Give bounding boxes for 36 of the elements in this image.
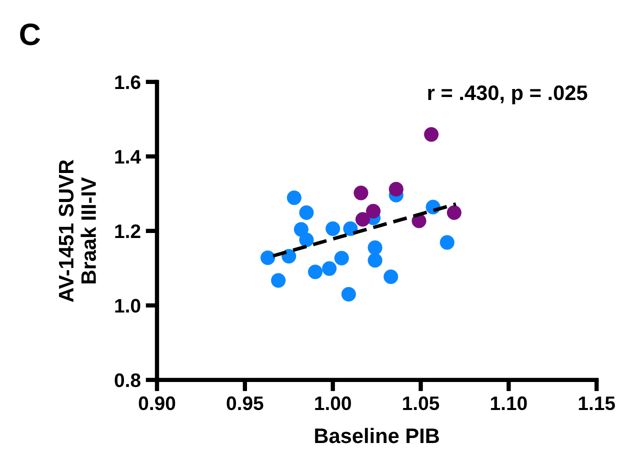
y-tick-label: 1.4	[115, 150, 141, 164]
point	[299, 232, 314, 248]
point	[343, 221, 358, 236]
point	[388, 182, 404, 196]
point	[368, 240, 382, 255]
y-tick-label: 1.0	[115, 298, 140, 313]
point	[260, 250, 276, 266]
point	[341, 286, 356, 302]
y-tick-label: 1.2	[115, 224, 140, 238]
x-tick-label: 1.15	[578, 396, 615, 410]
point	[384, 269, 398, 284]
point	[354, 186, 368, 200]
annotation: r = .430, p = .025	[428, 85, 588, 104]
x-tick-label: 1.10	[490, 396, 527, 410]
point	[440, 235, 454, 250]
point	[326, 221, 340, 236]
chart-title: C	[20, 24, 40, 46]
x-tick-label: 0.90	[138, 396, 176, 410]
point	[424, 127, 439, 142]
point	[366, 204, 381, 218]
point	[355, 212, 370, 227]
y-tick-label: 0.8	[114, 373, 140, 388]
point	[299, 205, 314, 220]
point	[308, 264, 323, 280]
x-axis-title: Baseline PIB	[315, 428, 439, 444]
point	[368, 253, 382, 268]
y-tick-label: 1.6	[115, 75, 140, 90]
point	[322, 261, 337, 276]
x-tick-label: 1.05	[403, 396, 440, 410]
y-axis-title: AV-1451 SUVR Braak III-IV	[58, 160, 96, 302]
x-tick-label: 0.95	[226, 396, 264, 410]
x-tick-label: 1.00	[315, 396, 351, 410]
point	[446, 205, 462, 220]
point	[334, 250, 349, 266]
point	[271, 273, 286, 288]
point	[286, 190, 302, 206]
